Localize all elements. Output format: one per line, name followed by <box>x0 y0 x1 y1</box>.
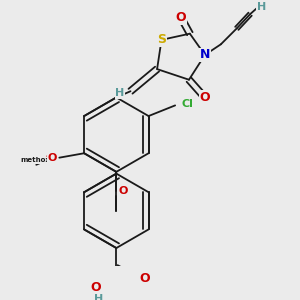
Text: O: O <box>119 186 128 196</box>
Text: H: H <box>94 294 103 300</box>
Text: methoxy: methoxy <box>21 157 55 163</box>
Text: O: O <box>46 153 55 163</box>
Text: Cl: Cl <box>182 99 194 109</box>
Text: H: H <box>115 88 124 98</box>
Text: O: O <box>200 91 210 104</box>
Text: S: S <box>157 33 166 46</box>
Text: O: O <box>176 11 186 24</box>
Text: N: N <box>200 48 210 62</box>
Text: O: O <box>47 153 57 163</box>
Text: O: O <box>140 272 150 285</box>
Text: H: H <box>257 2 266 12</box>
Text: O: O <box>91 281 101 294</box>
